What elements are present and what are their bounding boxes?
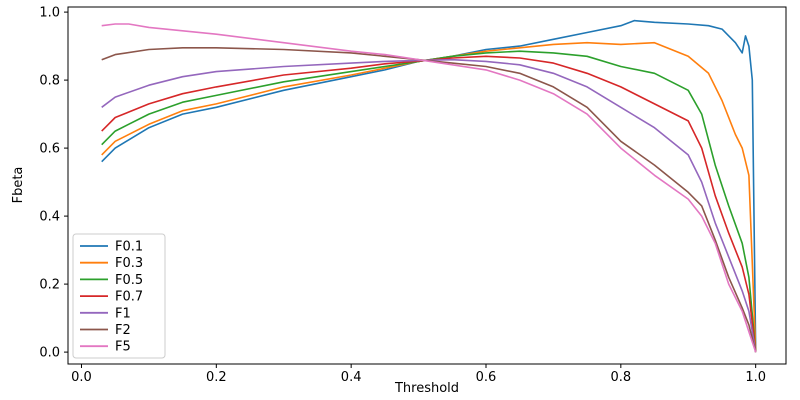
x-tick-label: 0.2 [206, 370, 227, 385]
legend-label: F0.7 [115, 290, 143, 305]
series-line-f2 [101, 46, 757, 353]
y-axis-ticks: 0.0 0.2 0.4 0.6 0.8 1.0 [39, 6, 68, 361]
legend-label: F2 [115, 323, 131, 338]
legend: F0.1F0.3 F0.5 F0.7F1 F2 F5 [72, 233, 166, 359]
legend-label: F5 [115, 340, 131, 355]
x-axis-ticks: 0.0 0.2 0.4 0.6 0.8 1.0 [71, 364, 766, 385]
y-axis-label: Fbeta [11, 167, 26, 204]
legend-box [72, 233, 166, 359]
y-tick-label: 0.8 [39, 74, 60, 89]
x-tick-label: 0.4 [341, 370, 362, 385]
x-tick-label: 1.0 [745, 370, 766, 385]
series-line-f5 [101, 23, 757, 353]
y-tick-label: 0.0 [39, 346, 60, 361]
series-lines [101, 19, 757, 353]
x-tick-label: 0.0 [71, 370, 92, 385]
plot-frame [67, 6, 787, 365]
series-line-f0-5 [101, 50, 757, 353]
legend-label: F0.1 [115, 240, 143, 255]
x-tick-label: 0.6 [476, 370, 497, 385]
series-line-f0-3 [101, 41, 757, 353]
series-line-f1 [101, 58, 757, 353]
series-line-f0-7 [101, 55, 757, 353]
legend-label: F0.3 [115, 256, 143, 271]
y-tick-label: 1.0 [39, 6, 60, 21]
x-axis-label: Threshold [394, 381, 459, 396]
legend-label: F1 [115, 306, 131, 321]
series-line-f0-1 [101, 19, 757, 353]
y-tick-label: 0.4 [39, 210, 60, 225]
legend-label: F0.5 [115, 273, 143, 288]
x-tick-label: 0.8 [610, 370, 631, 385]
y-tick-label: 0.6 [39, 142, 60, 157]
y-tick-label: 0.2 [39, 278, 60, 293]
